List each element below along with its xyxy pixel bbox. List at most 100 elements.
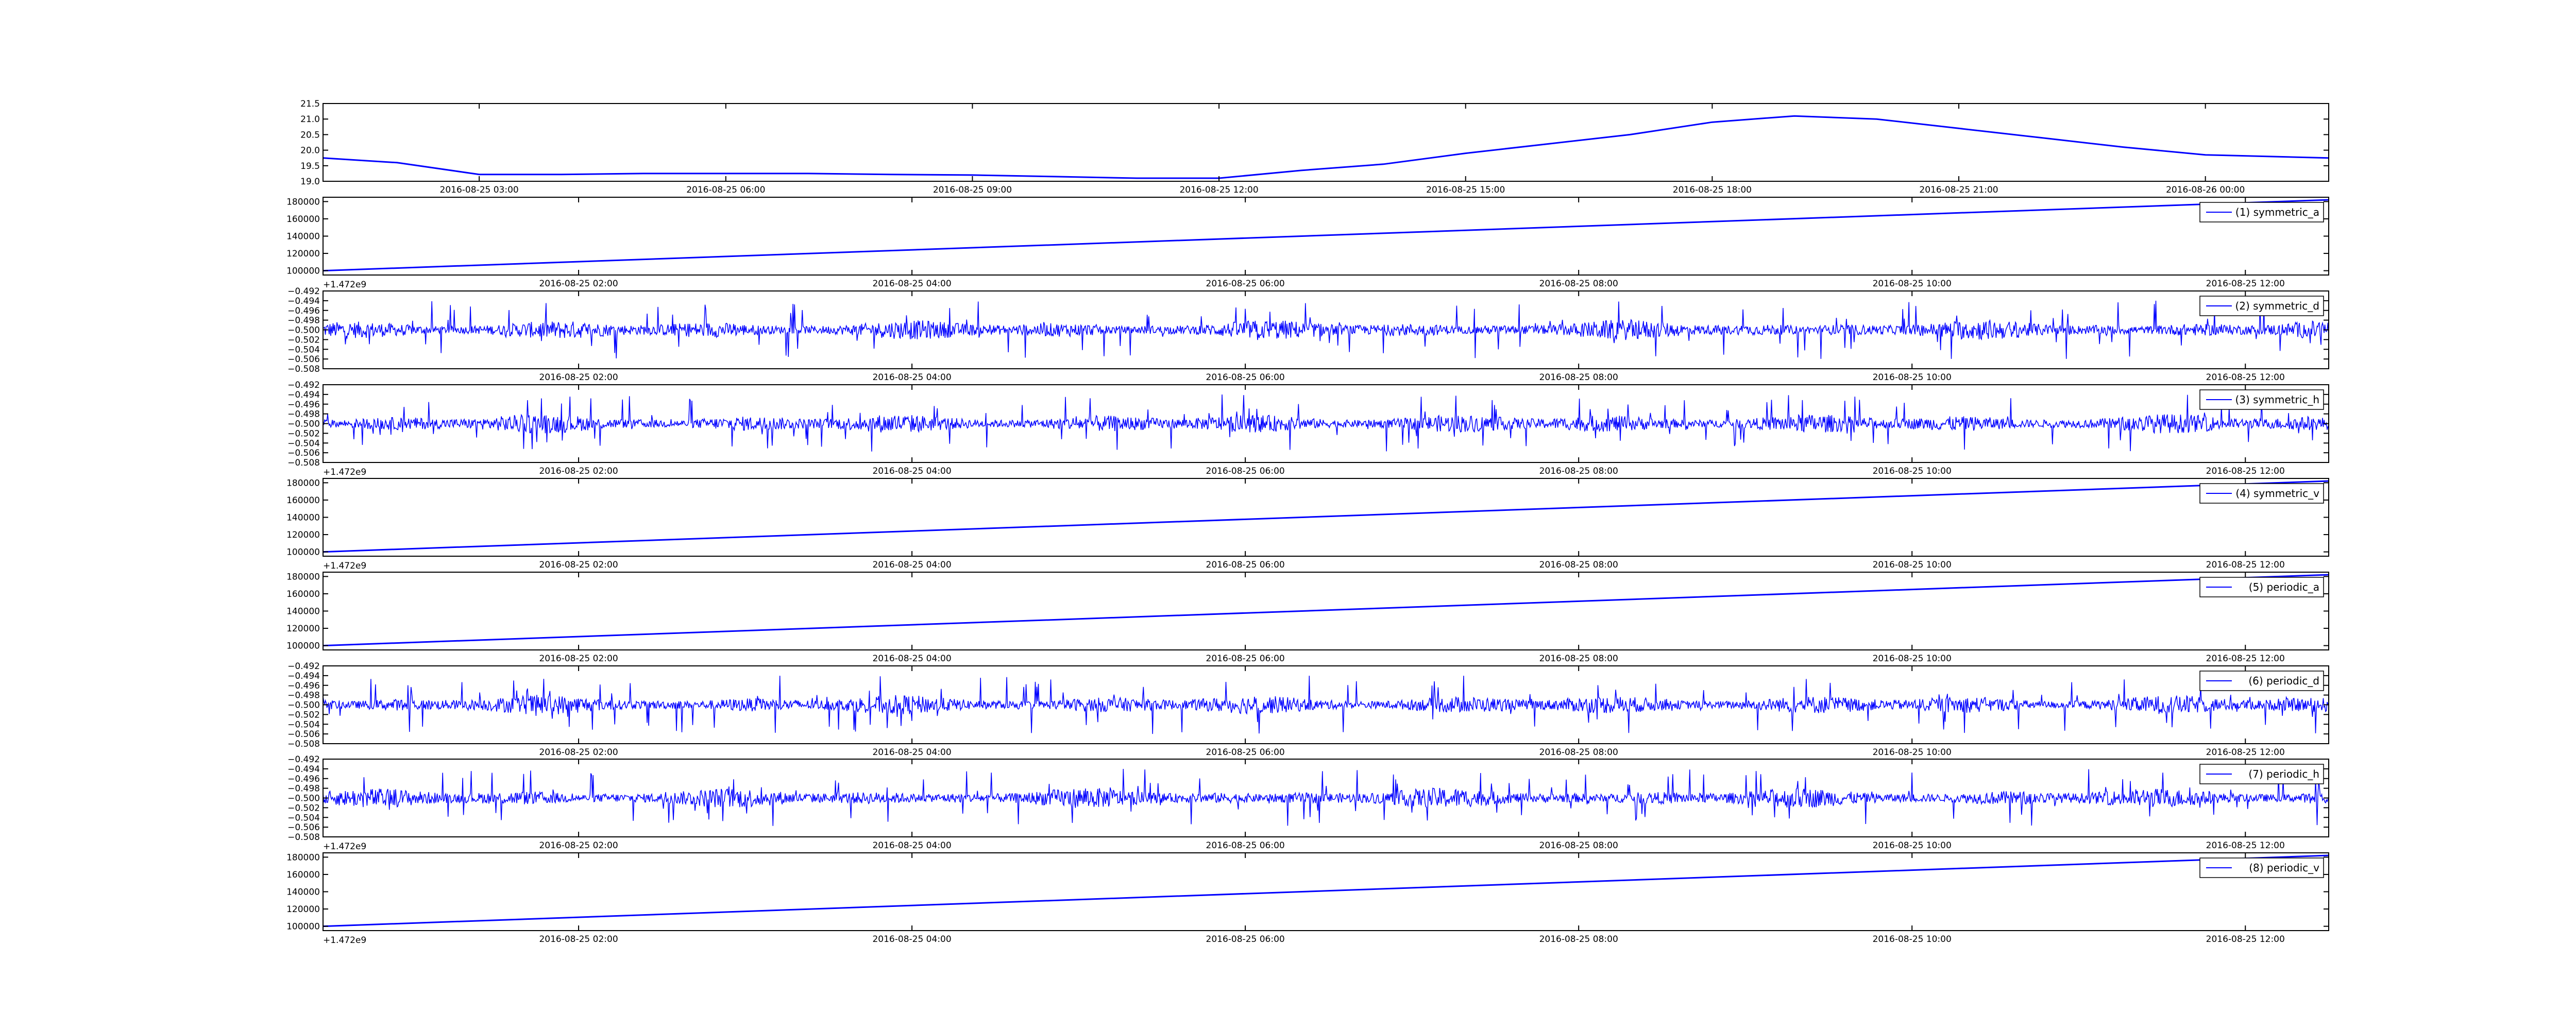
x-tick-label: 2016-08-25 09:00 [933, 185, 1012, 195]
x-tick-label: 2016-08-25 10:00 [1873, 654, 1952, 664]
x-tick-label: 2016-08-25 12:00 [2206, 747, 2285, 758]
subplot-8: 2016-08-25 02:00 2016-08-25 04:00 2016-08-… [287, 754, 2329, 852]
axes-frame [323, 103, 2329, 182]
x-tick-label: 2016-08-25 06:00 [1206, 840, 1285, 851]
y-tick-label: 19.0 [300, 177, 320, 187]
x-tick-label: 2016-08-25 02:00 [539, 560, 618, 570]
legend: (5) periodic_a [2199, 577, 2324, 597]
x-offset-label: +1.472e9 [323, 561, 366, 571]
y-tick-label: 140000 [286, 232, 320, 242]
y-tick-label: −0.498 [287, 691, 320, 701]
series-line [323, 199, 2329, 272]
y-tick-label: −0.492 [287, 754, 320, 765]
axes-frame [323, 197, 2329, 276]
y-tick-label: −0.500 [287, 794, 320, 804]
y-tick-label: −0.506 [287, 729, 320, 740]
series-line [323, 480, 2329, 553]
y-tick-label: −0.500 [287, 700, 320, 711]
series-line [323, 300, 2329, 359]
y-tick-label: 160000 [286, 214, 320, 225]
x-tick-label: 2016-08-25 02:00 [539, 466, 618, 476]
y-tick-label: −0.502 [287, 803, 320, 813]
x-tick-label: 2016-08-25 15:00 [1426, 185, 1505, 195]
y-tick-label: 21.0 [300, 114, 320, 125]
legend: (7) periodic_h [2199, 764, 2324, 784]
y-tick-label: 180000 [286, 572, 320, 582]
y-tick-label: −0.508 [287, 364, 320, 374]
y-tick-label: −0.494 [287, 390, 320, 400]
y-tick-label: −0.498 [287, 784, 320, 794]
x-tick-label: 2016-08-25 06:00 [1206, 747, 1285, 758]
legend-label: (2) symmetric_d [2235, 300, 2319, 312]
y-tick-label: 20.5 [300, 130, 320, 140]
x-offset-label: +1.472e9 [323, 842, 366, 852]
x-tick-label: 2016-08-25 12:00 [2206, 934, 2285, 945]
y-tick-label: −0.508 [287, 458, 320, 468]
y-tick-label: −0.504 [287, 813, 320, 823]
x-tick-label: 2016-08-25 08:00 [1539, 654, 1618, 664]
x-tick-label: 2016-08-25 04:00 [872, 934, 951, 945]
legend-label: (7) periodic_h [2248, 768, 2319, 780]
x-tick-label: 2016-08-25 12:00 [2206, 560, 2285, 570]
x-tick-label: 2016-08-25 06:00 [1206, 934, 1285, 945]
y-tick-label: 180000 [286, 478, 320, 488]
axes-frame [323, 572, 2329, 650]
legend-label: (1) symmetric_a [2235, 206, 2319, 218]
legend: (8) periodic_v [2199, 857, 2324, 878]
x-tick-label: 2016-08-25 04:00 [872, 654, 951, 664]
legend: (6) periodic_d [2199, 671, 2324, 691]
y-tick-label: −0.498 [287, 409, 320, 420]
x-tick-label: 2016-08-25 08:00 [1539, 372, 1618, 383]
subplot-6: 2016-08-25 02:00 2016-08-25 04:00 2016-08-… [286, 572, 2329, 664]
axes-frame [323, 478, 2329, 557]
x-tick-label: 2016-08-25 06:00 [1206, 372, 1285, 383]
y-tick-label: −0.492 [287, 380, 320, 390]
y-tick-label: −0.508 [287, 832, 320, 843]
y-tick-label: −0.502 [287, 428, 320, 439]
subplot-4: 2016-08-25 02:00 2016-08-25 04:00 2016-08-… [287, 380, 2329, 477]
x-tick-label: 2016-08-25 04:00 [872, 279, 951, 289]
y-tick-label: −0.492 [287, 661, 320, 672]
x-tick-label: 2016-08-25 12:00 [1179, 185, 1258, 195]
x-tick-label: 2016-08-25 06:00 [1206, 560, 1285, 570]
y-tick-label: 160000 [286, 870, 320, 880]
subplot-7: 2016-08-25 02:00 2016-08-25 04:00 2016-08-… [287, 661, 2329, 758]
x-tick-label: 2016-08-25 12:00 [2206, 372, 2285, 383]
legend-label: (6) periodic_d [2248, 675, 2319, 687]
y-tick-label: −0.494 [287, 764, 320, 775]
x-tick-label: 2016-08-25 21:00 [1919, 185, 1998, 195]
y-tick-label: 120000 [286, 249, 320, 259]
x-tick-label: 2016-08-25 08:00 [1539, 840, 1618, 851]
x-tick-label: 2016-08-25 10:00 [1873, 934, 1952, 945]
y-tick-label: −0.504 [287, 438, 320, 449]
series-line [323, 854, 2329, 928]
x-tick-label: 2016-08-25 08:00 [1539, 466, 1618, 476]
x-offset-label: +1.472e9 [323, 280, 366, 290]
y-tick-label: −0.500 [287, 325, 320, 336]
x-tick-label: 2016-08-25 10:00 [1873, 560, 1952, 570]
subplot-2: 2016-08-25 02:00 2016-08-25 04:00 2016-08-… [286, 197, 2329, 290]
subplot-3: 2016-08-25 02:00 2016-08-25 04:00 2016-08-… [287, 286, 2329, 383]
y-tick-label: 19.5 [300, 161, 320, 171]
y-tick-label: 100000 [286, 641, 320, 651]
legend-label: (3) symmetric_h [2235, 393, 2319, 406]
legend-label: (8) periodic_v [2249, 862, 2319, 874]
x-tick-label: 2016-08-25 12:00 [2206, 466, 2285, 476]
x-tick-label: 2016-08-25 10:00 [1873, 466, 1952, 476]
x-tick-label: 2016-08-25 06:00 [686, 185, 765, 195]
x-offset-label: +1.472e9 [323, 935, 366, 946]
x-tick-label: 2016-08-25 08:00 [1539, 560, 1618, 570]
x-tick-label: 2016-08-25 06:00 [1206, 654, 1285, 664]
y-tick-label: 20.0 [300, 146, 320, 156]
y-tick-label: 120000 [286, 624, 320, 634]
y-tick-label: −0.508 [287, 739, 320, 749]
x-tick-label: 2016-08-25 10:00 [1873, 747, 1952, 758]
x-tick-label: 2016-08-25 02:00 [539, 840, 618, 851]
y-tick-label: −0.492 [287, 286, 320, 297]
y-tick-label: −0.496 [287, 681, 320, 691]
x-tick-label: 2016-08-25 02:00 [539, 934, 618, 945]
y-tick-label: −0.506 [287, 822, 320, 833]
y-tick-label: 160000 [286, 495, 320, 506]
subplot-5: 2016-08-25 02:00 2016-08-25 04:00 2016-08-… [286, 478, 2329, 571]
legend-label: (4) symmetric_v [2235, 487, 2319, 500]
